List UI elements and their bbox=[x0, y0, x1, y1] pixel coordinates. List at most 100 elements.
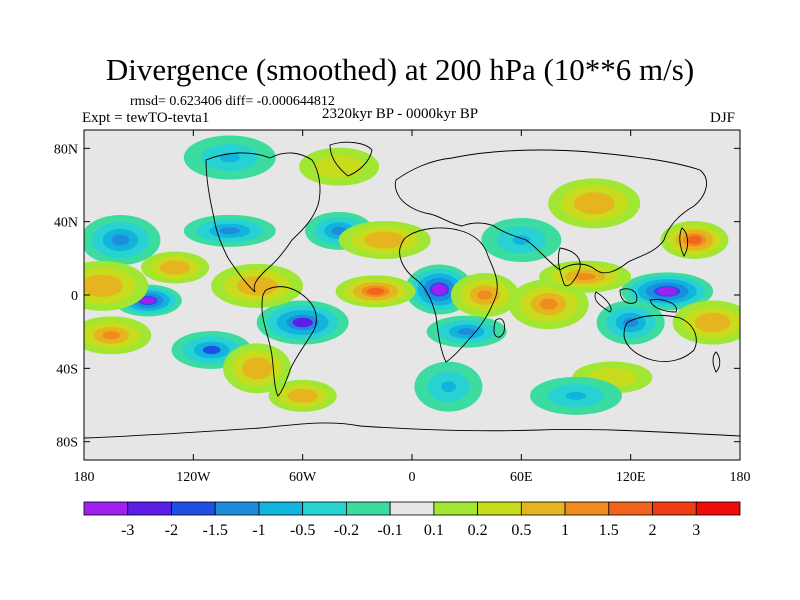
coastline-africa bbox=[399, 227, 498, 363]
coastline-new-zealand bbox=[712, 351, 721, 373]
divergence-core bbox=[292, 317, 313, 328]
divergence-center bbox=[335, 275, 416, 308]
divergence-center bbox=[299, 147, 380, 186]
colorbar-label: 0.1 bbox=[424, 522, 444, 539]
coastline-eurasia bbox=[394, 149, 707, 274]
divergence-field-layer bbox=[84, 135, 740, 415]
divergence-center bbox=[530, 376, 622, 415]
colorbar-label: -0.1 bbox=[377, 522, 402, 539]
divergence-center bbox=[84, 316, 152, 355]
divergence-core bbox=[219, 152, 240, 163]
lon-tick-label: 0 bbox=[409, 470, 416, 485]
divergence-center bbox=[338, 221, 431, 259]
colorbar-label: 3 bbox=[692, 522, 700, 539]
colorbar-label: 1 bbox=[561, 522, 569, 539]
lon-tick-label: 120E bbox=[616, 470, 646, 485]
colorbar-swatch bbox=[433, 501, 478, 516]
divergence-core bbox=[140, 297, 156, 304]
divergence-core bbox=[366, 287, 385, 295]
divergence-core bbox=[92, 280, 113, 292]
divergence-core bbox=[457, 328, 476, 336]
colorbar-label: -2 bbox=[165, 522, 178, 539]
colorbar: -3 -2 -1.5 -1 -0.5 -0.2 -0.1 0.1 0.2 0.5 1 1.5 2 3 bbox=[83, 501, 741, 539]
divergence-center bbox=[183, 214, 276, 247]
divergence-center bbox=[426, 315, 507, 348]
axis-ticks: 80N 40N 0 40S 80S 180 120W 60W 0 60E 120E 180 bbox=[54, 130, 751, 485]
divergence-core bbox=[374, 235, 395, 245]
divergence-center bbox=[672, 300, 740, 345]
coastline-layer bbox=[84, 141, 740, 439]
colorbar-swatch bbox=[520, 501, 566, 516]
coastline-greenland bbox=[329, 141, 373, 177]
divergence-center bbox=[508, 279, 589, 330]
colorbar-swatch bbox=[171, 501, 216, 516]
divergence-core bbox=[249, 362, 265, 374]
colorbar-swatch bbox=[389, 501, 435, 516]
lat-tick-label: 80S bbox=[56, 436, 78, 451]
divergence-core bbox=[295, 392, 311, 400]
plot-title: Divergence (smoothed) at 200 hPa (10**6 … bbox=[105, 52, 695, 87]
lon-tick-label: 120W bbox=[176, 470, 211, 485]
colorbar-label: -0.2 bbox=[334, 522, 359, 539]
divergence-core bbox=[247, 281, 268, 291]
colorbar-label: -3 bbox=[121, 522, 134, 539]
colorbar-swatch bbox=[302, 501, 347, 516]
colorbar-swatch bbox=[214, 501, 260, 516]
lon-tick-label: 180 bbox=[730, 470, 751, 485]
divergence-core bbox=[584, 197, 605, 209]
divergence-center bbox=[596, 300, 665, 345]
divergence-core bbox=[330, 162, 348, 171]
coastline-south-america bbox=[261, 286, 317, 397]
divergence-core bbox=[539, 298, 558, 310]
divergence-center bbox=[256, 300, 349, 345]
divergence-core bbox=[431, 284, 447, 295]
colorbar-label: 0.5 bbox=[511, 522, 531, 539]
divergence-core bbox=[657, 287, 678, 296]
divergence-center bbox=[450, 273, 519, 317]
season-label: DJF bbox=[710, 110, 736, 126]
lat-tick-label: 40S bbox=[56, 362, 78, 377]
divergence-center bbox=[621, 272, 714, 311]
colorbar-swatch bbox=[345, 501, 391, 516]
colorbar-swatch bbox=[83, 501, 129, 516]
lat-tick-label: 80N bbox=[54, 142, 78, 157]
colorbar-label: -0.5 bbox=[290, 522, 315, 539]
coastline-north-america bbox=[205, 152, 321, 293]
lon-tick-label: 60W bbox=[289, 470, 317, 485]
lon-tick-label: 180 bbox=[74, 470, 95, 485]
coastline-madagascar bbox=[493, 318, 505, 338]
colorbar-swatch bbox=[477, 501, 522, 516]
colorbar-swatch bbox=[564, 501, 610, 516]
coastline-japan bbox=[679, 227, 689, 257]
divergence-core bbox=[102, 331, 121, 340]
period-label: 2320kyr BP - 0000kyr BP bbox=[322, 106, 479, 122]
divergence-center bbox=[660, 221, 729, 259]
divergence-core bbox=[477, 290, 493, 300]
divergence-center bbox=[268, 379, 337, 412]
lat-tick-label: 40N bbox=[54, 216, 78, 231]
colorbar-swatch bbox=[608, 501, 653, 516]
colorbar-swatch bbox=[127, 501, 172, 516]
colorbar-label: -1.5 bbox=[203, 522, 228, 539]
colorbar-label: 2 bbox=[649, 522, 657, 539]
divergence-center bbox=[211, 263, 304, 308]
divergence-core bbox=[575, 273, 596, 281]
divergence-center bbox=[141, 251, 210, 284]
divergence-center bbox=[183, 135, 276, 180]
divergence-core bbox=[623, 317, 639, 328]
divergence-core bbox=[512, 235, 531, 245]
divergence-core bbox=[440, 381, 456, 393]
divergence-center bbox=[84, 260, 149, 311]
colorbar-swatch bbox=[695, 501, 741, 516]
divergence-core bbox=[603, 374, 622, 381]
divergence-center bbox=[481, 218, 562, 262]
divergence-core bbox=[111, 234, 130, 246]
divergence-center bbox=[84, 215, 161, 265]
colorbar-label: 0.2 bbox=[468, 522, 488, 539]
coastline-australia bbox=[623, 314, 697, 362]
divergence-center bbox=[414, 361, 483, 412]
stats-label: rmsd= 0.623406 diff= -0.000644812 bbox=[130, 94, 335, 109]
lat-tick-label: 0 bbox=[71, 289, 78, 304]
divergence-core bbox=[202, 345, 221, 355]
